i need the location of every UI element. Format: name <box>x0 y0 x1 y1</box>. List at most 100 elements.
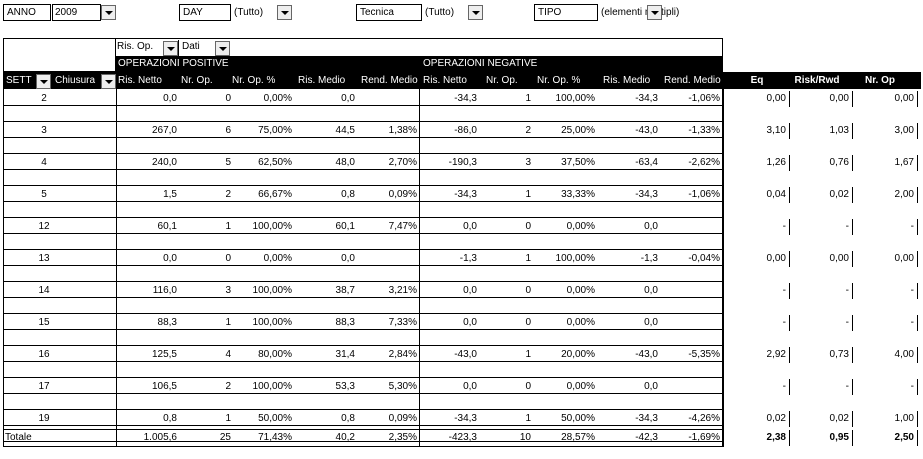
pivot-field-dati-dropdown[interactable] <box>215 41 230 56</box>
cell-pos: 88,3 <box>335 317 355 328</box>
cell-extra: 0,00 <box>766 93 786 104</box>
row-separator <box>3 137 723 138</box>
filter-value[interactable]: (Tutto) <box>234 7 264 18</box>
cell-neg: -1,3 <box>459 253 477 264</box>
cell-pos: 1,38% <box>388 125 417 136</box>
divider <box>917 315 918 331</box>
cell-extra: 1,26 <box>766 157 786 168</box>
pivot-frame <box>3 38 723 447</box>
pivot-field-dati[interactable]: Dati <box>182 41 200 52</box>
cell-pos: 0,00% <box>263 93 292 104</box>
cell-neg: -34,3 <box>454 413 477 424</box>
cell-pos: 53,3 <box>335 381 355 392</box>
cell-pos: 7,47% <box>388 221 417 232</box>
pivot-field-ris-op[interactable]: Ris. Op. <box>117 41 154 52</box>
row-separator <box>3 361 723 362</box>
cell-neg: 100,00% <box>555 93 595 104</box>
chevron-down-icon <box>39 79 48 84</box>
filter-value[interactable]: (Tutto) <box>425 7 455 18</box>
chevron-down-icon <box>166 46 175 51</box>
total-cell-pos: 25 <box>219 432 231 443</box>
cell-extra: 0,02 <box>766 413 786 424</box>
cell-neg: -1,06% <box>688 189 720 200</box>
divider <box>917 379 918 395</box>
row-field-chiusura-dropdown[interactable] <box>101 74 116 89</box>
cell-pos: 0,0 <box>341 253 355 264</box>
cell-neg: 20,00% <box>561 349 595 360</box>
cell-extra: - <box>910 285 914 296</box>
col-header-extra: Eq <box>750 75 764 86</box>
cell-neg: 0,0 <box>463 285 477 296</box>
total-cell-extra: 2,38 <box>766 432 786 443</box>
pivot-field-ris-op-dropdown[interactable] <box>163 41 178 56</box>
cell-pos: 50,00% <box>258 413 292 424</box>
col-header-pos: Ris. Medio <box>298 75 346 86</box>
divider <box>917 219 918 235</box>
row-sett-value: 12 <box>38 221 50 232</box>
cell-pos: 100,00% <box>252 285 292 296</box>
cell-neg: -43,0 <box>635 125 658 136</box>
cell-neg: -1,33% <box>688 125 720 136</box>
row-separator <box>3 121 723 122</box>
cell-extra: 0,00 <box>829 253 849 264</box>
cell-neg: 0 <box>525 221 531 232</box>
cell-neg: -43,0 <box>454 349 477 360</box>
cell-neg: -0,04% <box>688 253 720 264</box>
cell-neg: -86,0 <box>454 125 477 136</box>
cell-extra: - <box>782 381 786 392</box>
row-sett-value: 19 <box>38 413 50 424</box>
cell-neg: 37,50% <box>561 157 595 168</box>
cell-extra: 4,00 <box>894 349 914 360</box>
cell-pos: 4 <box>225 349 231 360</box>
cell-extra: 0,73 <box>829 349 849 360</box>
cell-neg: -43,0 <box>635 349 658 360</box>
divider <box>789 219 790 235</box>
cell-neg: 1 <box>525 93 531 104</box>
divider <box>789 283 790 299</box>
cell-neg: -34,3 <box>635 413 658 424</box>
cell-neg: 0,0 <box>644 317 658 328</box>
group-negative-label: OPERAZIONI NEGATIVE <box>423 58 538 69</box>
filter-dropdown-button[interactable] <box>647 5 662 20</box>
cell-pos: 66,67% <box>258 189 292 200</box>
cell-extra: - <box>782 221 786 232</box>
row-field-sett-dropdown[interactable] <box>36 74 51 89</box>
cell-neg: -5,35% <box>688 349 720 360</box>
cell-pos: 0,8 <box>163 413 177 424</box>
total-cell-pos: 40,2 <box>335 432 355 443</box>
divider <box>917 347 918 363</box>
filter-value[interactable]: (elementi multipli) <box>601 7 680 18</box>
cell-pos: 0,8 <box>341 189 355 200</box>
row-field-chiusura[interactable]: Chiusura <box>55 75 96 86</box>
cell-pos: 1 <box>225 221 231 232</box>
total-label: Totale <box>5 432 32 443</box>
cell-neg: 0,00% <box>566 381 595 392</box>
cell-extra: 2,00 <box>894 189 914 200</box>
cell-neg: 33,33% <box>561 189 595 200</box>
cell-extra: 0,76 <box>829 157 849 168</box>
filter-dropdown-button[interactable] <box>468 5 483 20</box>
cell-extra: 1,00 <box>894 413 914 424</box>
total-cell-extra: 0,95 <box>829 432 849 443</box>
cell-neg: -34,3 <box>635 189 658 200</box>
filter-value[interactable]: 2009 <box>52 4 101 21</box>
row-separator <box>3 297 723 298</box>
row-sett-value: 2 <box>41 93 47 104</box>
row-separator <box>3 281 723 282</box>
filter-dropdown-button[interactable] <box>277 5 292 20</box>
cell-neg: 1 <box>525 349 531 360</box>
cell-pos: 125,5 <box>151 349 177 360</box>
row-field-sett[interactable]: SETT <box>6 75 32 86</box>
divider <box>852 251 853 267</box>
cell-pos: 106,5 <box>151 381 177 392</box>
cell-extra: 2,92 <box>766 349 786 360</box>
cell-pos: 2 <box>225 189 231 200</box>
total-cell-neg: -42,3 <box>635 432 658 443</box>
cell-neg: -1,3 <box>640 253 658 264</box>
row-separator <box>3 393 723 394</box>
cell-extra: 0,04 <box>766 189 786 200</box>
total-cell-neg: 10 <box>519 432 531 443</box>
filter-dropdown-button[interactable] <box>101 5 116 20</box>
cell-pos: 31,4 <box>335 349 355 360</box>
divider <box>789 347 790 363</box>
